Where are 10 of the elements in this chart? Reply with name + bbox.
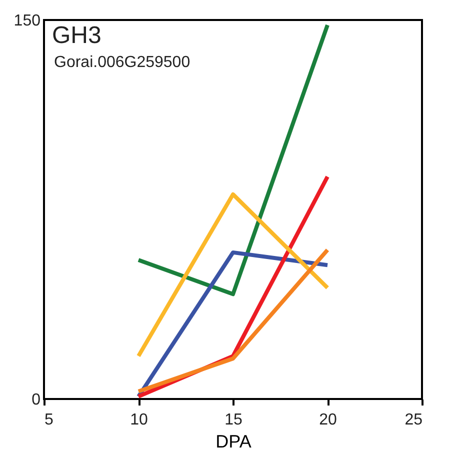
y-tick-label: 0: [32, 392, 41, 408]
x-tick-label: 20: [319, 412, 337, 428]
chart-title: GH3: [52, 22, 102, 49]
x-tick-label: 15: [224, 412, 242, 428]
y-tick-label: 150: [14, 12, 41, 30]
x-axis-title: DPA: [216, 432, 252, 450]
x-tick-label: 10: [130, 412, 148, 428]
text: Gorai.006G259500: [54, 54, 190, 71]
x-tick-label: 5: [44, 412, 54, 428]
x-tick-label: 25: [404, 412, 423, 428]
